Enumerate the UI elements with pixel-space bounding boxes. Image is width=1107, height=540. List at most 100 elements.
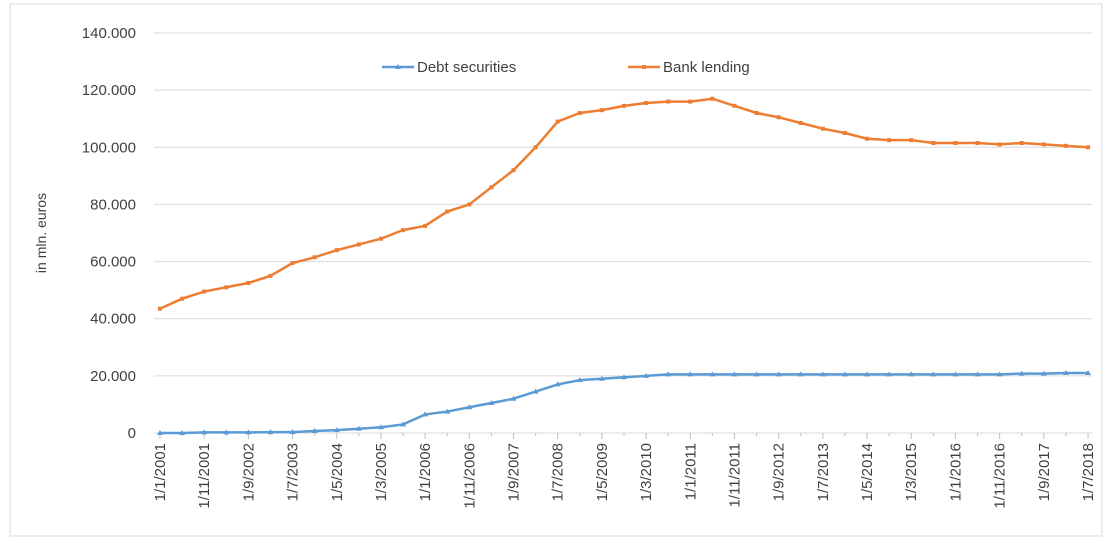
marker	[974, 371, 981, 377]
marker	[909, 138, 914, 143]
marker	[731, 371, 738, 377]
x-tick-label: 1/9/2007	[506, 443, 523, 501]
legend-label: Bank lending	[663, 59, 750, 76]
x-tick-label: 1/5/2009	[594, 443, 611, 501]
marker	[179, 430, 186, 435]
marker	[157, 430, 163, 435]
x-tick-label: 1/11/2006	[461, 443, 478, 509]
x-tick-label: 1/1/2011	[682, 443, 699, 500]
marker	[841, 371, 848, 377]
marker	[400, 421, 407, 427]
marker	[554, 381, 561, 387]
marker	[864, 371, 871, 377]
marker	[311, 428, 318, 433]
marker	[644, 101, 649, 105]
x-tick-label: 1/11/2016	[992, 443, 1009, 509]
marker	[1019, 141, 1024, 145]
marker	[488, 400, 495, 405]
marker	[621, 374, 627, 380]
x-tick-label: 1/3/2015	[903, 443, 920, 501]
marker	[687, 371, 694, 377]
x-tick-label: 1/1/2006	[417, 443, 434, 501]
marker	[378, 236, 383, 241]
marker	[1062, 370, 1069, 375]
marker	[466, 404, 473, 410]
marker	[423, 223, 428, 228]
x-tick-label: 1/7/2008	[550, 443, 567, 501]
marker	[532, 388, 539, 394]
marker	[422, 411, 429, 417]
x-tick-label: 1/9/2002	[240, 443, 257, 501]
marker	[953, 141, 958, 145]
x-tick-label: 1/9/2017	[1036, 443, 1053, 501]
marker	[245, 429, 252, 435]
marker	[1085, 370, 1091, 375]
marker	[223, 429, 230, 435]
marker	[246, 281, 251, 285]
marker	[445, 209, 450, 214]
marker	[996, 371, 1003, 377]
marker	[819, 371, 826, 377]
marker	[842, 131, 847, 135]
y-tick-label: 40.000	[90, 311, 136, 328]
series-line	[160, 371, 1088, 435]
legend-label: Debt securities	[417, 59, 516, 76]
marker	[158, 306, 162, 311]
x-tick-label: 1/11/2001	[196, 443, 213, 509]
marker	[665, 371, 672, 377]
marker	[930, 371, 937, 377]
y-tick-label: 20.000	[90, 368, 136, 385]
x-tick-label: 1/7/2013	[815, 443, 832, 501]
y-tick-label: 60.000	[90, 254, 136, 271]
y-tick-label: 100.000	[82, 139, 136, 156]
y-tick-label: 80.000	[90, 196, 136, 213]
marker	[776, 115, 781, 120]
marker	[334, 248, 339, 253]
marker	[865, 136, 870, 141]
x-tick-label: 1/1/2001	[152, 443, 169, 501]
marker	[710, 96, 715, 101]
x-tick-label: 1/3/2010	[638, 443, 655, 501]
y-tick-label: 140.000	[82, 25, 136, 42]
marker	[1040, 370, 1047, 376]
marker	[598, 375, 605, 381]
marker	[732, 103, 737, 108]
marker	[622, 103, 626, 108]
marker	[753, 371, 760, 377]
marker	[775, 371, 782, 377]
marker	[820, 126, 825, 131]
x-tick-label: 1/7/2003	[285, 443, 302, 501]
marker	[333, 427, 340, 433]
marker	[975, 141, 980, 145]
marker	[886, 371, 893, 377]
marker	[533, 145, 538, 150]
marker	[754, 111, 759, 115]
marker	[555, 119, 560, 124]
marker	[1041, 142, 1046, 147]
marker	[356, 242, 361, 247]
marker	[709, 371, 716, 377]
marker	[643, 372, 650, 378]
marker	[267, 429, 274, 435]
marker	[798, 121, 803, 125]
marker	[202, 289, 207, 294]
marker	[1063, 143, 1068, 148]
marker	[180, 296, 185, 301]
marker	[1086, 145, 1090, 150]
marker	[201, 429, 208, 435]
y-tick-label: 0	[128, 425, 136, 442]
x-tick-label: 1/3/2005	[373, 443, 390, 501]
marker	[511, 168, 516, 173]
marker	[577, 111, 582, 115]
marker	[576, 377, 583, 383]
marker	[444, 408, 451, 414]
marker	[467, 202, 472, 207]
x-tick-label: 1/1/2016	[947, 443, 964, 501]
x-tick-label: 1/5/2014	[859, 443, 876, 501]
y-axis-label: in mln. euros	[33, 193, 49, 273]
marker	[952, 371, 959, 377]
marker	[377, 424, 384, 430]
marker	[1018, 370, 1025, 376]
series-line	[159, 97, 1089, 310]
